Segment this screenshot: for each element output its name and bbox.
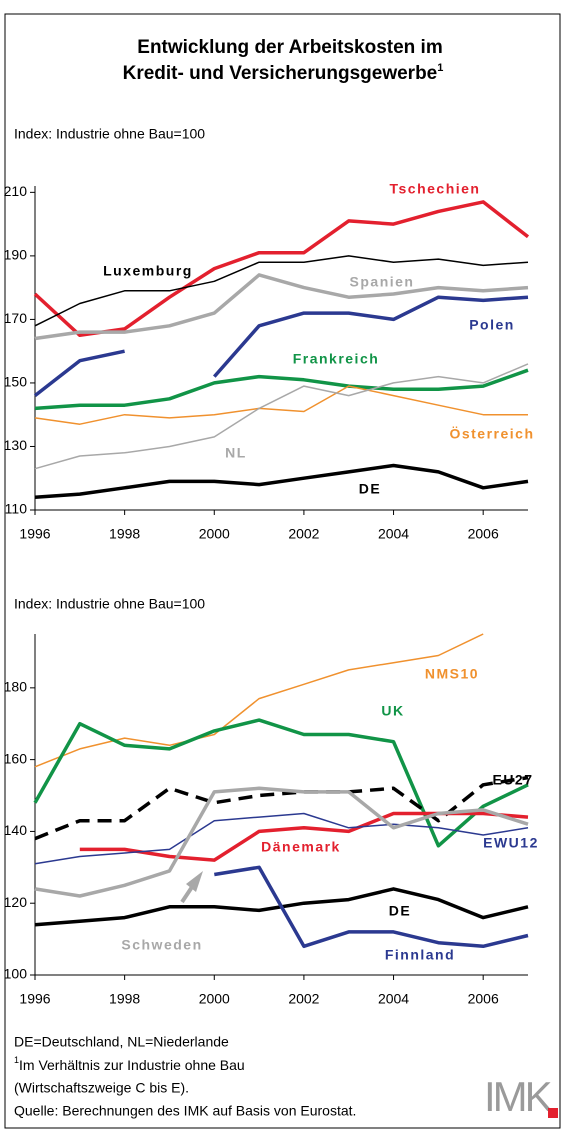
series-label: Österreich: [449, 426, 534, 442]
series-label: Dänemark: [261, 839, 341, 855]
series-label: Finnland: [385, 947, 455, 963]
series-line: [34, 385, 528, 425]
y-tick-label: 160: [4, 750, 28, 766]
chart-title: Kredit- und Versicherungsgewerbe1: [123, 62, 444, 84]
x-tick-label: 2006: [468, 991, 499, 1007]
x-tick-label: 2006: [468, 526, 499, 542]
x-tick-label: 1998: [109, 991, 140, 1007]
y-tick-label: 130: [4, 437, 28, 453]
series-label: Schweden: [121, 937, 202, 953]
footnote-line: Im Verhältnis zur Industrie ohne Bau: [19, 1057, 245, 1073]
x-tick-label: 2000: [199, 526, 230, 542]
series-line: [34, 255, 529, 327]
y-tick-label: 140: [4, 822, 28, 838]
y-tick-label: 110: [5, 501, 28, 517]
title-marker: 1: [437, 62, 443, 74]
series-label: DE: [389, 903, 411, 919]
series-label: EWU12: [483, 835, 539, 851]
footnote: (Wirtschaftszweige C bis E).: [14, 1080, 189, 1096]
x-tick-label: 2004: [378, 526, 409, 542]
y-tick-label: 150: [4, 374, 28, 390]
series-label: Tschechien: [390, 181, 481, 197]
y-tick-label: 120: [4, 894, 28, 910]
y-axis-label: Index: Industrie ohne Bau=100: [14, 596, 205, 612]
logo-square: [548, 1108, 558, 1118]
series-line: [33, 718, 529, 848]
x-tick-label: 2004: [378, 991, 409, 1007]
x-tick-label: 1998: [109, 526, 140, 542]
frame: [4, 13, 561, 1129]
x-tick-label: 2002: [288, 526, 319, 542]
y-tick-label: 180: [4, 679, 28, 695]
series-line: [34, 463, 529, 500]
y-axis-label: Index: Industrie ohne Bau=100: [14, 126, 205, 142]
y-tick-label: 170: [4, 310, 28, 326]
series-label: Frankreich: [293, 351, 380, 367]
chart-title: Entwicklung der Arbeitskosten im: [137, 37, 442, 58]
footnote: DE=Deutschland, NL=Niederlande: [14, 1034, 229, 1050]
y-tick-label: 100: [4, 966, 28, 982]
chart-title-line: Kredit- und Versicherungsgewerbe: [123, 63, 438, 84]
series-label: DE: [359, 481, 381, 497]
y-tick-label: 190: [4, 247, 28, 263]
series-line: [33, 295, 529, 397]
series-line: [34, 812, 529, 865]
series-label: UK: [381, 703, 404, 719]
footnote-marker: 1: [14, 1055, 19, 1065]
series-line: [34, 273, 529, 341]
series-label: Spanien: [350, 274, 415, 290]
series-label: Polen: [469, 317, 515, 333]
series-label: NMS10: [425, 666, 479, 682]
x-tick-label: 2000: [199, 991, 230, 1007]
series-label: NL: [225, 445, 247, 461]
series-line: [214, 865, 529, 949]
y-tick-label: 210: [4, 183, 28, 199]
x-tick-label: 2002: [288, 991, 319, 1007]
series-line: [34, 368, 529, 411]
logo: IMK: [484, 1073, 553, 1120]
footnote: 1Im Verhältnis zur Industrie ohne Bau: [14, 1055, 245, 1072]
series-line: [34, 363, 529, 470]
arrow-head: [186, 871, 203, 892]
series-line: [33, 200, 530, 338]
series-line: [34, 786, 529, 898]
x-tick-label: 1996: [19, 526, 50, 542]
series-label: EU27: [492, 772, 533, 788]
x-tick-label: 1996: [19, 991, 50, 1007]
footnote-source: Quelle: Berechnungen des IMK auf Basis v…: [14, 1103, 356, 1119]
series-line: [34, 633, 484, 768]
series-label: Luxemburg: [103, 263, 193, 279]
